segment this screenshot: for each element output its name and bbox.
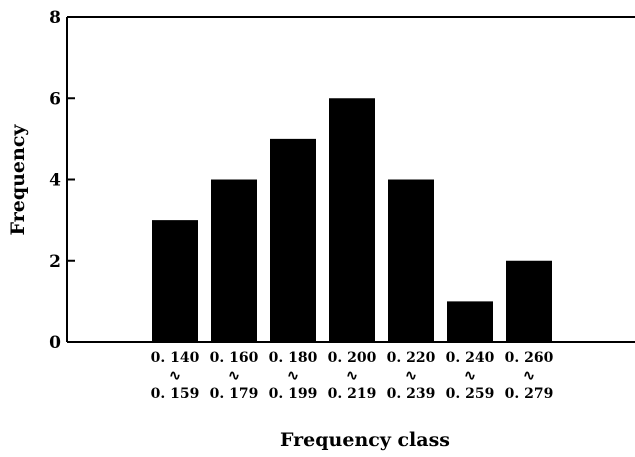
category-label-low: 0. 260 [505,350,554,366]
category-label-high: 0. 159 [151,386,200,402]
bar [388,179,434,342]
y-tick-label: 4 [49,171,61,191]
category-label-high: 0. 279 [505,386,554,402]
x-axis-categories: 0. 140 ∿ 0. 159 0. 160 ∿ 0. 179 0. 180 ∿ 0. 199 0… [151,350,554,402]
y-tick-label: 0 [49,333,61,353]
category-label-separator: ∿ [405,368,417,384]
category-label-high: 0. 239 [387,386,436,402]
category-label-low: 0. 160 [210,350,259,366]
category-label-high: 0. 259 [446,386,495,402]
category-label-separator: ∿ [228,368,240,384]
category-label-low: 0. 220 [387,350,436,366]
bar [447,301,493,342]
bar [270,138,316,342]
category-label-high: 0. 199 [269,386,318,402]
bars-group [152,98,552,342]
category-label-low: 0. 140 [151,350,200,366]
category-label-low: 0. 240 [446,350,495,366]
category-label-separator: ∿ [464,368,476,384]
category-label-low: 0. 180 [269,350,318,366]
y-axis-ticks: 0 2 4 6 8 [49,8,75,353]
x-axis-label: Frequency class [280,429,450,451]
y-tick-label: 8 [49,8,61,28]
bar [506,260,552,342]
category-label-separator: ∿ [346,368,358,384]
category-label-separator: ∿ [169,368,181,384]
category-label-separator: ∿ [287,368,299,384]
bar [211,179,257,342]
bar [329,98,375,342]
y-tick-label: 2 [49,252,61,272]
category-label-low: 0. 200 [328,350,377,366]
category-label-high: 0. 219 [328,386,377,402]
y-axis-label: Frequency [7,124,29,236]
y-tick-label: 6 [49,89,61,109]
category-label-high: 0. 179 [210,386,259,402]
bar [152,220,198,342]
category-label-separator: ∿ [523,368,535,384]
